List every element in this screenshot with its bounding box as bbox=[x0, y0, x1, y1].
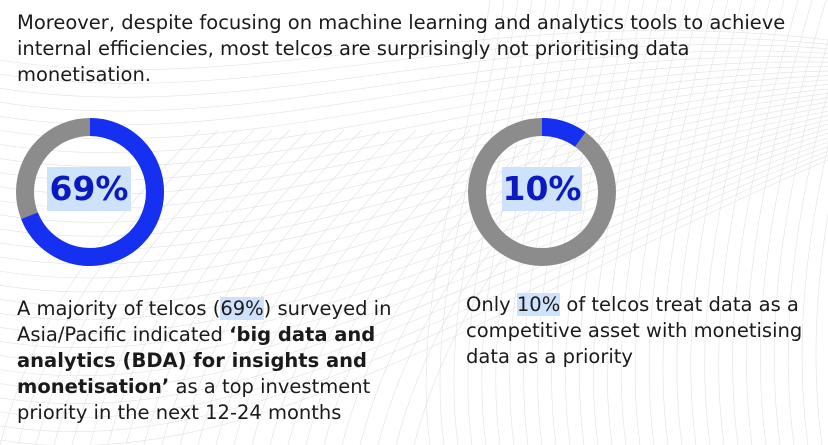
donut-chart-10 bbox=[467, 117, 617, 267]
donut-fill bbox=[468, 118, 616, 266]
stat-caption-10: Only 10% of telcos treat data as a compe… bbox=[466, 292, 821, 370]
stat-value-69: 69% bbox=[47, 167, 131, 211]
caption-bold: ‘big data and analytics (BDA) for insigh… bbox=[17, 323, 376, 398]
caption-text: as a top investment priority in the next… bbox=[17, 375, 371, 424]
caption-highlight: 69% bbox=[220, 297, 264, 320]
caption-text: of telcos treat data as a competitive as… bbox=[466, 293, 803, 368]
donut-chart-69 bbox=[15, 117, 165, 267]
donut-fill bbox=[16, 118, 164, 266]
caption-highlight: 10% bbox=[516, 293, 561, 316]
intro-text: Moreover, despite focusing on machine le… bbox=[17, 11, 786, 86]
caption-text: A majority of telcos ( bbox=[17, 297, 221, 320]
caption-text: Only bbox=[466, 293, 517, 316]
caption-text: ) surveyed in Asia/Pacific indicated bbox=[17, 297, 392, 346]
stat-value-10: 10% bbox=[502, 167, 582, 211]
stat-caption-69: A majority of telcos (69%) surveyed in A… bbox=[17, 296, 417, 426]
